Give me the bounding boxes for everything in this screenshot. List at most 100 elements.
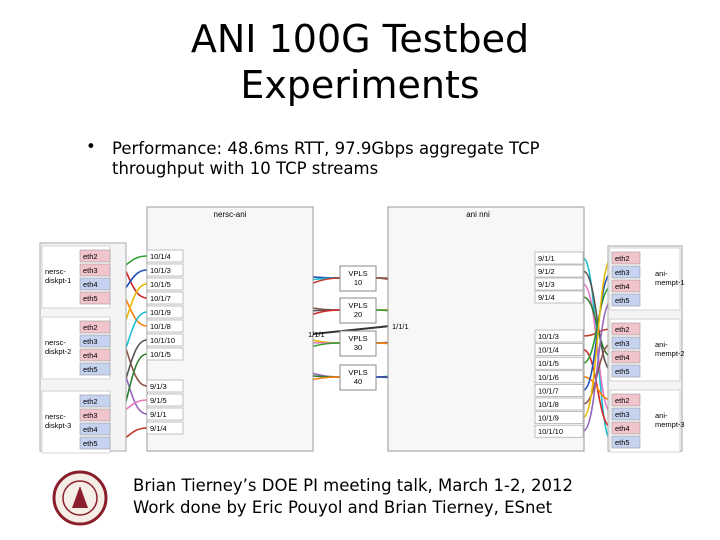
- port-label: 10/1/9: [538, 414, 559, 423]
- port: [79, 394, 111, 408]
- vpls-label: 10: [354, 278, 362, 287]
- port: [534, 343, 584, 356]
- vpls: [339, 330, 377, 357]
- port: [534, 411, 584, 424]
- vpls-label: VPLS: [348, 334, 367, 343]
- trunk-port: 1/1/1: [392, 322, 409, 331]
- vpls-label: 30: [354, 343, 362, 352]
- host-name: nersc-: [45, 338, 66, 347]
- port-label: 9/1/4: [150, 424, 167, 433]
- host-name: ani-: [655, 411, 668, 420]
- port: [534, 384, 584, 397]
- port-label: 10/1/5: [150, 350, 171, 359]
- host-name: nersc-: [45, 267, 66, 276]
- port: [611, 336, 641, 350]
- port-label: 10/1/10: [538, 427, 563, 436]
- port-label: 9/1/5: [150, 396, 167, 405]
- port-label: eth5: [615, 296, 630, 305]
- host-name: mempt-3: [655, 420, 685, 429]
- host-name: nersc-: [45, 412, 66, 421]
- port-label: eth2: [83, 323, 98, 332]
- port-label: eth4: [615, 282, 630, 291]
- port: [611, 265, 641, 279]
- footer-text: Brian Tierney’s DOE PI meeting talk, Mar…: [133, 476, 573, 495]
- port-label: eth2: [83, 252, 98, 261]
- port: [146, 249, 184, 263]
- title-line: Experiments: [240, 63, 479, 107]
- port-label: eth3: [615, 268, 630, 277]
- port-label: 10/1/3: [538, 332, 559, 341]
- port: [79, 320, 111, 334]
- port-label: eth3: [83, 337, 98, 346]
- port-label: 9/1/3: [538, 280, 555, 289]
- port: [534, 251, 584, 265]
- port-label: eth4: [83, 280, 98, 289]
- port: [611, 293, 641, 307]
- port: [611, 407, 641, 421]
- port: [534, 356, 584, 370]
- title-line: ANI 100G Testbed: [191, 17, 529, 61]
- vpls: [339, 364, 377, 391]
- vpls-label: VPLS: [348, 269, 367, 278]
- port: [611, 393, 641, 407]
- port-label: 10/1/8: [150, 322, 171, 331]
- port: [611, 421, 641, 435]
- port: [146, 333, 184, 347]
- trunk-port: 1/1/1: [308, 330, 325, 339]
- port-label: eth4: [615, 353, 630, 362]
- vpls-label: VPLS: [348, 368, 367, 377]
- port: [79, 408, 111, 422]
- wire: [582, 257, 613, 419]
- port: [534, 329, 584, 343]
- port: [79, 291, 111, 305]
- bullet-text: Performance: 48.6ms RTT, 97.9Gbps aggreg…: [112, 139, 540, 158]
- port-label: 10/1/5: [538, 359, 559, 368]
- port: [534, 424, 584, 438]
- port: [534, 397, 584, 411]
- port: [534, 370, 584, 384]
- port-label: eth4: [615, 424, 630, 433]
- host-name: mempt-1: [655, 278, 685, 287]
- port: [79, 422, 111, 436]
- port-label: 9/1/1: [538, 254, 555, 263]
- port: [146, 393, 184, 407]
- port: [79, 277, 111, 291]
- vpls: [339, 297, 377, 324]
- port: [79, 249, 111, 263]
- port-label: eth3: [615, 339, 630, 348]
- university-logo: [52, 470, 108, 526]
- port: [146, 347, 184, 361]
- port: [146, 319, 184, 333]
- port-label: eth3: [83, 411, 98, 420]
- host-name: ani-: [655, 269, 668, 278]
- port: [79, 362, 111, 376]
- footer-text: Work done by Eric Pouyol and Brian Tiern…: [133, 498, 553, 517]
- port: [611, 322, 641, 336]
- host-name: mempt-2: [655, 349, 685, 358]
- port: [611, 251, 641, 265]
- port-label: eth5: [83, 439, 98, 448]
- port: [146, 291, 184, 305]
- port-label: eth5: [615, 367, 630, 376]
- port-label: eth2: [83, 397, 98, 406]
- port-label: eth4: [83, 351, 98, 360]
- port: [79, 263, 111, 277]
- port-label: 10/1/5: [150, 280, 171, 289]
- port-label: eth3: [615, 410, 630, 419]
- port-label: 9/1/1: [150, 410, 167, 419]
- port-label: 10/1/6: [538, 373, 559, 382]
- port: [611, 364, 641, 378]
- port: [146, 379, 184, 393]
- port: [146, 305, 184, 319]
- port: [534, 290, 584, 304]
- port-label: eth2: [615, 325, 630, 334]
- port: [534, 277, 584, 291]
- port: [611, 279, 641, 293]
- host-name: diskpt-1: [45, 276, 71, 285]
- port-label: eth2: [615, 254, 630, 263]
- port-label: 9/1/3: [150, 382, 167, 391]
- port-label: 10/1/8: [538, 400, 559, 409]
- port-label: 9/1/4: [538, 293, 555, 302]
- port-label: 10/1/4: [150, 252, 171, 261]
- port-label: 10/1/9: [150, 308, 171, 317]
